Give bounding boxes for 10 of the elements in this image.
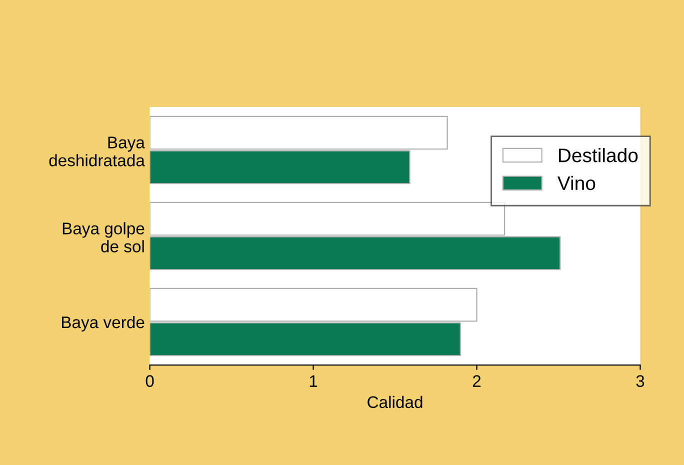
x-tick-label: 3 (636, 375, 644, 387)
x-tick-label: 1 (310, 375, 318, 387)
x-tick-label: 0 (146, 375, 154, 387)
legend-label: Vino (557, 176, 596, 190)
x-tick-label: 2 (472, 375, 481, 387)
x-axis-title: Calidad (368, 396, 422, 408)
legend-label: Destilado (558, 148, 638, 162)
y-tick-label: Baya golpe de sol (62, 222, 144, 252)
y-tick-label: Baya deshidratada (49, 136, 145, 166)
y-tick-label: Baya verde (62, 316, 144, 332)
